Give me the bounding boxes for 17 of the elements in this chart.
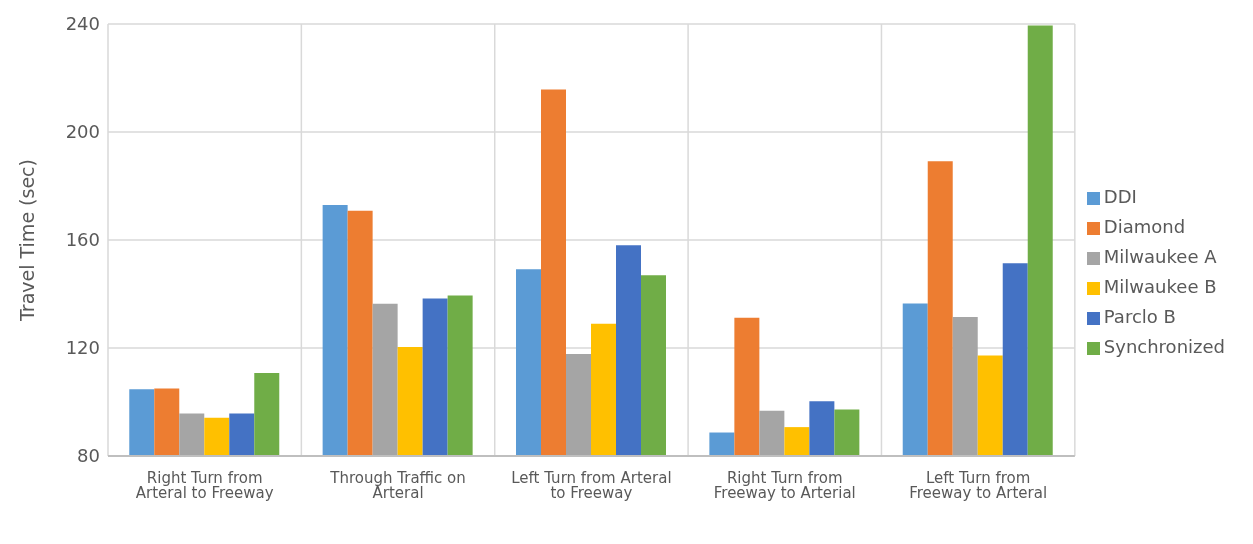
- y-tick-label: 80: [77, 445, 100, 467]
- legend-label: DDI: [1103, 186, 1137, 207]
- x-tick-label: Right Turn from Freeway to Arterial: [713, 468, 856, 502]
- legend-label: Synchronized: [1103, 336, 1225, 357]
- x-tick-label: Through Traffic on Arteral: [329, 468, 466, 502]
- legend-label: Milwaukee A: [1103, 246, 1217, 267]
- y-tick-label: 200: [65, 121, 100, 143]
- y-tick-label: 160: [65, 229, 100, 251]
- x-tick-label: Right Turn from Arteral to Freeway: [135, 468, 274, 502]
- legend-label: Parclo B: [1103, 306, 1176, 327]
- legend-label: Diamond: [1103, 216, 1186, 237]
- x-tick-label: Left Turn from Arteral to Freeway: [511, 468, 672, 502]
- y-axis-title: Travel Time (sec): [15, 159, 38, 322]
- legend-label: Milwaukee B: [1103, 276, 1217, 297]
- x-tick-label: Left Turn from Freeway to Arteral: [909, 468, 1048, 502]
- y-tick-label: 240: [65, 13, 100, 35]
- y-tick-label: 120: [65, 337, 100, 359]
